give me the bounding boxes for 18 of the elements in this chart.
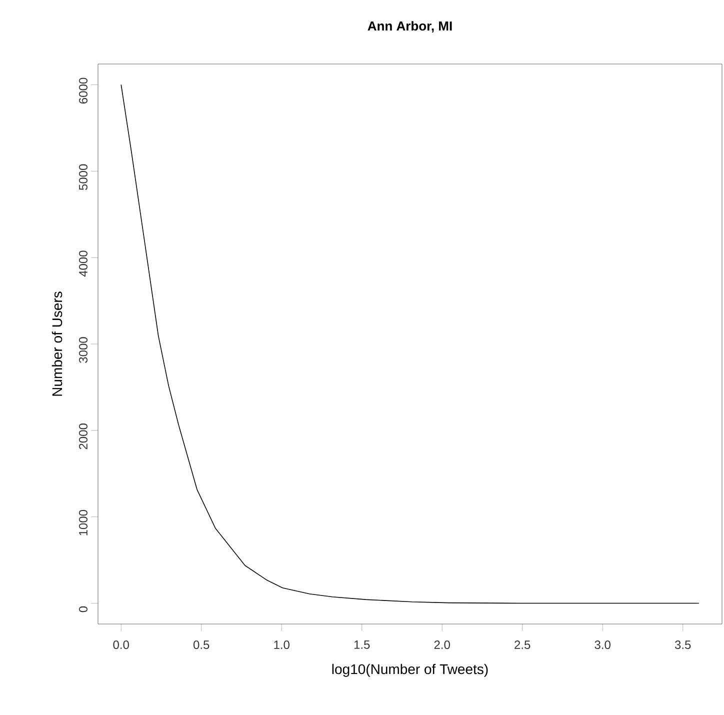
x-tick-label: 3.0 <box>594 640 610 650</box>
x-tick-label: 3.5 <box>674 640 691 650</box>
x-tick-label: 2.5 <box>514 640 530 650</box>
x-tick-label: 1.5 <box>354 640 370 649</box>
x-tick-label: 1.0 <box>274 640 290 650</box>
chart-title: Ann Arbor, MI <box>368 21 452 33</box>
x-tick-label: 2.0 <box>434 640 450 650</box>
y-tick-label: 0 <box>78 606 88 612</box>
y-tick-label: 4000 <box>78 250 88 277</box>
x-tick-label: 0.0 <box>113 640 129 650</box>
y-tick-label: 1000 <box>78 510 88 536</box>
y-tick-label: 2000 <box>78 424 88 450</box>
y-axis-title: Number of Users <box>52 292 62 396</box>
x-axis-title: log10(Number of Tweets) <box>332 664 488 677</box>
y-tick-label: 6000 <box>78 78 88 104</box>
y-tick-label: 3000 <box>78 337 88 363</box>
x-tick-label: 0.5 <box>193 640 210 650</box>
y-tick-label: 5000 <box>78 164 88 190</box>
